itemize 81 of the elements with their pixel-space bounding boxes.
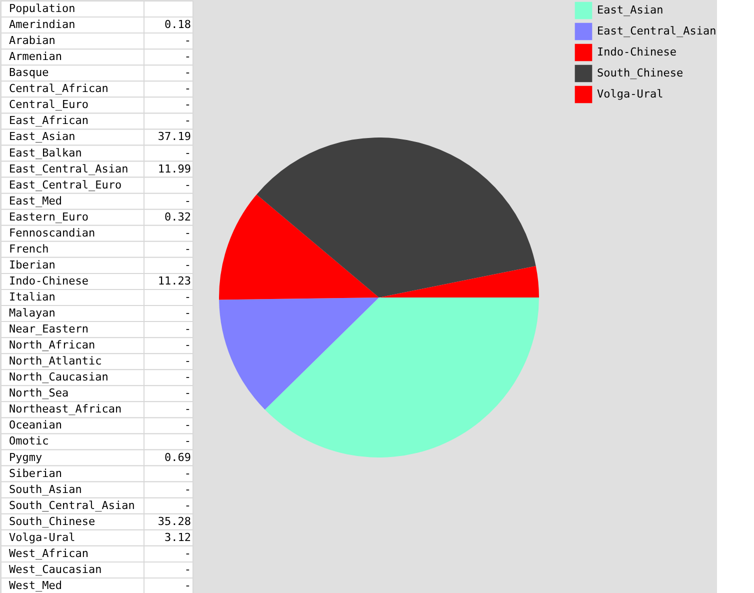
data-label: -: [184, 66, 191, 80]
data-label: -: [184, 482, 191, 496]
legend-label: Volga-Ural: [597, 88, 664, 100]
data-label: -: [184, 82, 191, 96]
category-label: North_African: [9, 338, 96, 352]
category-label: Arabian: [9, 34, 56, 48]
data-label: 0.69: [164, 450, 191, 464]
category-label: Volga-Ural: [9, 530, 76, 544]
pie-slice: [264, 298, 539, 458]
category-label: East_Central_Euro: [9, 178, 122, 192]
data-label: -: [184, 306, 191, 320]
data-label: -: [184, 98, 191, 112]
category-label: Omotic: [9, 434, 49, 448]
category-label: Armenian: [9, 50, 62, 64]
legend-label: Indo-Chinese: [597, 46, 676, 58]
category-label: East_Balkan: [9, 146, 82, 160]
category-label: Malayan: [9, 306, 56, 320]
category-label: Amerindian: [9, 18, 76, 32]
data-label: -: [184, 466, 191, 480]
data-label: -: [184, 402, 191, 416]
category-label: Oceanian: [9, 418, 62, 432]
text: Population: [9, 2, 76, 16]
category-label: East_Med: [9, 194, 62, 208]
category-label: South_Chinese: [9, 514, 96, 528]
data-label: -: [184, 354, 191, 368]
data-label: -: [184, 322, 191, 336]
legend-label: East_Central_Asian: [597, 24, 716, 38]
data-label: -: [184, 114, 191, 128]
category-label: Iberian: [9, 258, 56, 272]
category-label: South_Central_Asian: [9, 498, 135, 512]
category-label: Central_African: [9, 82, 108, 96]
category-label: North_Caucasian: [9, 370, 108, 384]
data-label: 37.19: [158, 130, 191, 144]
data-label: -: [184, 50, 191, 64]
category-label: West_Caucasian: [9, 562, 102, 576]
category-label: East_Central_Asian: [9, 162, 128, 176]
category-label: Italian: [9, 290, 56, 304]
category-label: West_Med: [9, 578, 62, 592]
category-label: East_African: [9, 114, 88, 128]
category-label: Basque: [9, 66, 49, 80]
category-label: North_Atlantic: [9, 354, 102, 368]
data-label: -: [184, 578, 191, 592]
category-label: French: [9, 242, 49, 256]
data-label: -: [184, 370, 191, 384]
data-label: -: [184, 498, 191, 512]
data-label: 35.28: [158, 514, 191, 528]
data-label: -: [184, 546, 191, 560]
data-label: -: [184, 418, 191, 432]
category-label: North_Sea: [9, 386, 69, 400]
pie-slice: [219, 298, 379, 410]
data-label: -: [184, 194, 191, 208]
category-label: Indo-Chinese: [9, 274, 88, 288]
data-label: -: [184, 178, 191, 192]
pie-slice: [256, 138, 536, 298]
category-label: Fennoscandian: [9, 226, 96, 240]
data-label: 0.18: [164, 18, 191, 32]
data-label: -: [184, 226, 191, 240]
category-label: Pygmy: [9, 450, 42, 464]
data-label: -: [184, 562, 191, 576]
data-label: 3.12: [164, 530, 191, 544]
category-label: South_Asian: [9, 482, 82, 496]
category-label: Siberian: [9, 466, 62, 480]
data-label: -: [184, 434, 191, 448]
data-label: 0.32: [164, 210, 191, 224]
data-label: -: [184, 290, 191, 304]
category-label: Eastern_Euro: [9, 210, 88, 224]
data-label: -: [184, 258, 191, 272]
data-label: -: [184, 386, 191, 400]
category-label: Central_Euro: [9, 98, 88, 112]
category-label: West_African: [9, 546, 88, 560]
data-label: -: [184, 338, 191, 352]
data-label: 11.99: [158, 162, 191, 176]
data-label: -: [184, 242, 191, 256]
legend-label: East_Asian: [597, 4, 664, 16]
category-label: Near_Eastern: [9, 322, 88, 336]
legend-label: South_Chinese: [597, 66, 684, 80]
category-label: Northeast_African: [9, 402, 122, 416]
category-label: East_Asian: [9, 130, 76, 144]
data-label: 11.23: [158, 274, 191, 288]
data-label: -: [184, 146, 191, 160]
data-label: -: [184, 34, 191, 48]
